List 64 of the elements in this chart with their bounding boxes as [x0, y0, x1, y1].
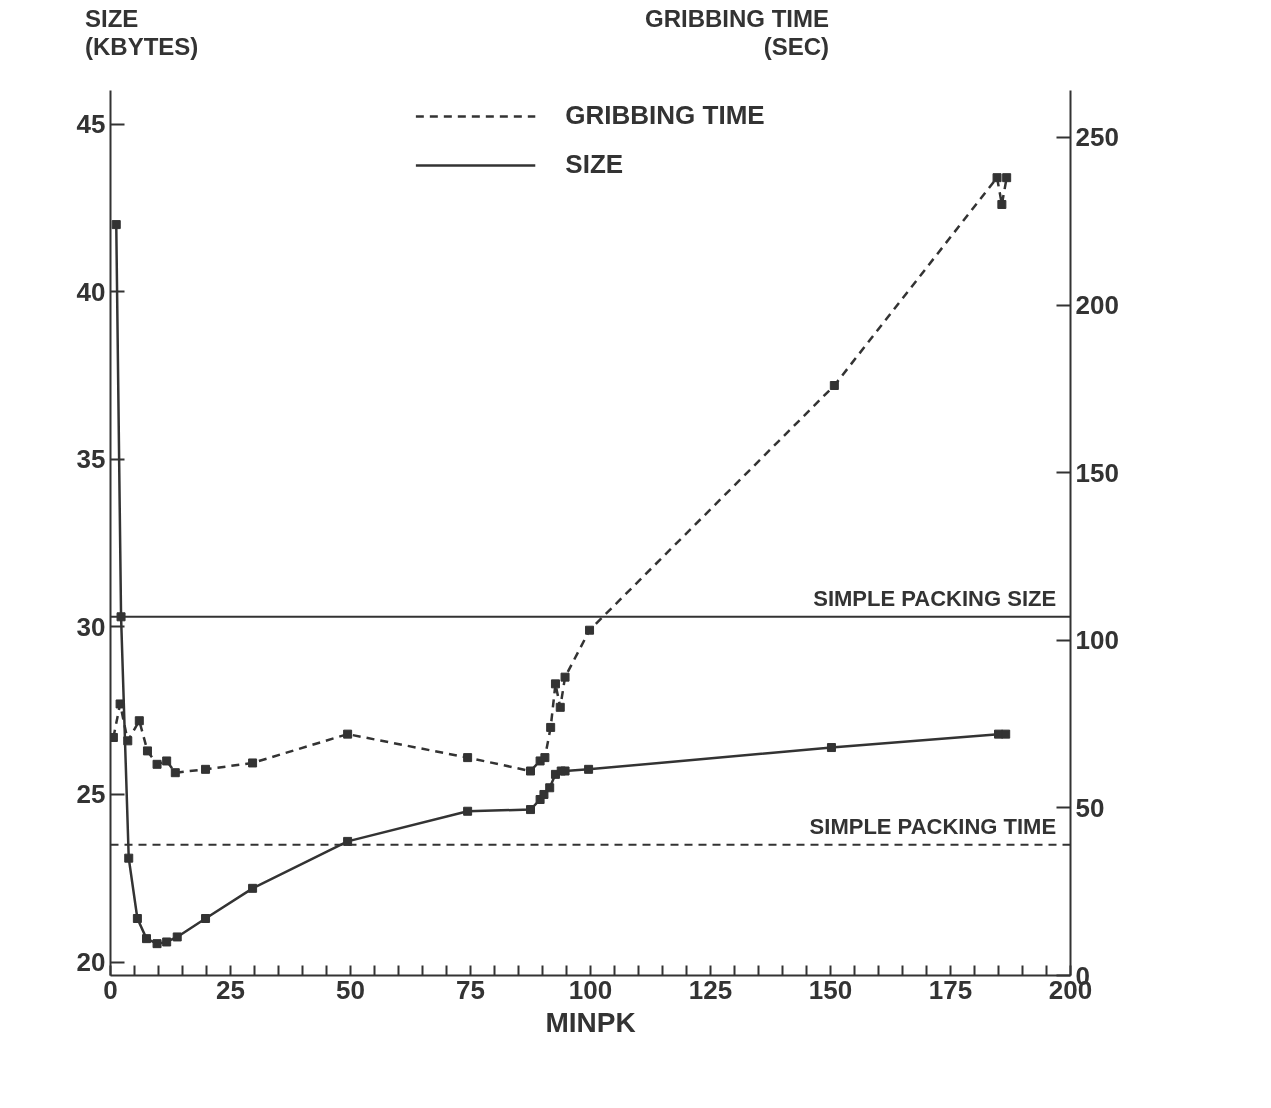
- point: [172, 932, 182, 942]
- point: [162, 937, 172, 947]
- point: [526, 766, 535, 776]
- y-tick-label: 45: [76, 109, 106, 140]
- y2-tick-label: 100: [1075, 625, 1119, 656]
- point: [201, 764, 211, 774]
- point: [201, 914, 211, 924]
- y2-tick-label: 50: [1075, 792, 1105, 823]
- point: [545, 783, 555, 793]
- x-tick-label: 100: [568, 974, 613, 1005]
- x-tick-label: 25: [216, 974, 245, 1005]
- point: [826, 743, 836, 753]
- point: [560, 766, 570, 776]
- point: [170, 768, 180, 778]
- legend-label: GRIBBING TIME: [565, 100, 765, 131]
- point: [132, 914, 142, 924]
- point: [585, 625, 595, 635]
- x-tick-label: 150: [808, 974, 853, 1005]
- point: [526, 805, 535, 815]
- point: [555, 702, 565, 712]
- point: [539, 789, 549, 799]
- point: [162, 756, 172, 766]
- point: [152, 759, 162, 769]
- ref-line-label: SIMPLE PACKING TIME: [809, 813, 1057, 839]
- point: [142, 746, 152, 756]
- y-tick-label: 35: [76, 444, 106, 475]
- point: [1002, 173, 1012, 183]
- point: [463, 806, 473, 816]
- x-axis-title: MINPK: [545, 1006, 636, 1038]
- y2-axis-title: GRIBBING TIME (SEC): [645, 5, 829, 61]
- y-tick-label: 40: [76, 276, 106, 307]
- point: [584, 764, 594, 774]
- x-tick-label: 0: [103, 974, 118, 1005]
- y-axis-title: SIZE (KBYTES): [85, 5, 199, 61]
- point: [124, 853, 134, 863]
- point: [997, 199, 1007, 209]
- point: [560, 672, 570, 682]
- legend-label: SIZE: [565, 149, 624, 180]
- point: [1001, 729, 1011, 739]
- y-tick-label: 20: [76, 947, 106, 978]
- ref-line-label: SIMPLE PACKING SIZE: [813, 585, 1057, 611]
- point: [134, 716, 144, 726]
- x-tick-label: 175: [928, 974, 973, 1005]
- point: [463, 753, 473, 763]
- y2-tick-label: 200: [1075, 290, 1119, 321]
- point: [343, 836, 353, 846]
- point: [540, 753, 550, 763]
- y-tick-label: 30: [76, 611, 106, 642]
- x-tick-label: 50: [336, 974, 365, 1005]
- point: [142, 934, 151, 944]
- point: [111, 220, 121, 230]
- x-tick-label: 75: [456, 974, 485, 1005]
- point: [248, 883, 258, 893]
- y2-tick-label: 250: [1075, 122, 1119, 153]
- point: [343, 729, 353, 739]
- x-tick-label: 125: [688, 974, 733, 1005]
- point: [248, 758, 258, 768]
- point: [829, 381, 839, 390]
- point: [546, 722, 556, 732]
- point: [550, 679, 560, 689]
- y2-tick-label: 150: [1075, 457, 1119, 488]
- y-tick-label: 25: [76, 779, 106, 810]
- point: [992, 173, 1002, 183]
- point: [152, 939, 162, 949]
